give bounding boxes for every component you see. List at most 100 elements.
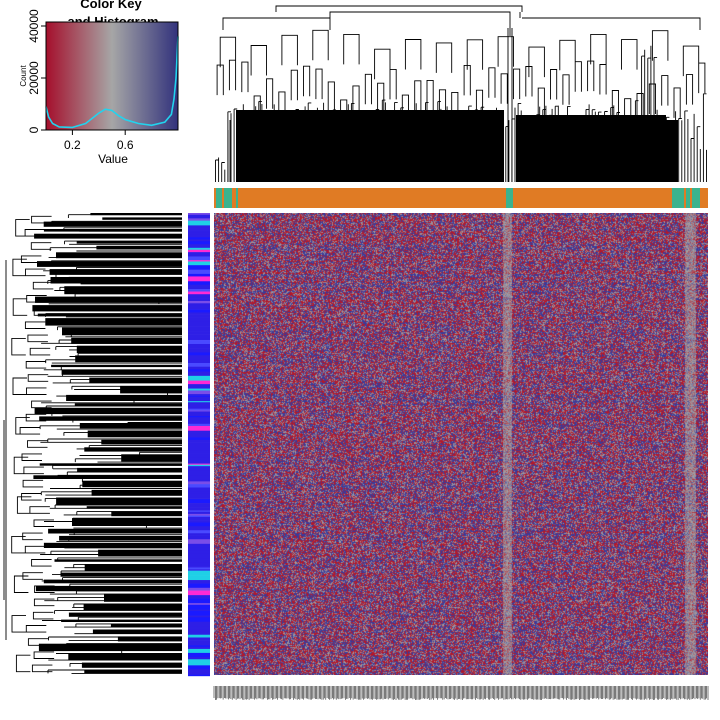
row-annotation-cell [188,430,210,433]
row-dendrogram-dense-block [34,407,182,415]
row-annotation-cell [188,648,210,654]
row-annotation-cell [188,590,210,596]
row-annotation-cell [188,498,210,500]
row-dendrogram-dense-block [61,369,182,375]
row-annotation-cell [188,269,210,275]
row-annotation-cell [188,261,210,266]
row-annotation-cell [188,520,210,523]
row-annotation-cell [188,284,210,290]
row-annotation-cell [188,621,210,627]
row-annotation-cell [188,567,210,570]
row-annotation-cell [188,291,210,295]
y-tick-label: 0 [27,126,41,133]
row-annotation-cell [188,442,210,446]
column-annotation-minority [236,188,238,208]
row-annotation-cell [188,388,210,391]
row-annotation-cell [188,437,210,441]
row-dendrogram-dense-block [49,269,182,275]
row-annotation-cell [188,580,210,584]
row-annotation-cell [188,220,210,226]
row-annotation-cell [188,408,210,411]
color-key-x-axis: 0.2 0.6 [64,130,134,152]
row-annotation-cell [188,550,210,555]
row-annotation-cell [188,457,210,462]
row-dendrogram-dense-block [59,535,182,541]
row-annotation-cell [188,227,210,231]
row-annotation-cell [188,503,210,508]
row-dendrogram-dense-block [43,542,183,548]
row-annotation-cell [188,232,210,236]
row-annotation-cell [188,289,210,292]
row-annotation-cell [188,277,210,282]
row-annotation-cell [188,334,210,339]
row-annotation-cell [188,305,210,310]
row-annotation-cell [188,225,210,228]
row-annotation-cell [188,566,210,568]
row-annotation-cell [188,298,210,302]
row-annotation-cell [188,657,210,660]
row-annotation-cell [188,545,210,549]
color-key-title-line1: Color Key [80,0,142,11]
row-annotation-cell [188,569,210,571]
row-dendrogram-dense-block [39,463,183,466]
row-annotation-cell [188,491,210,494]
row-annotation-cell [188,340,210,345]
row-dendrogram-dense-block [66,394,182,401]
row-annotation-cell [188,303,210,306]
column-dendrogram-dense-block [666,120,678,182]
row-annotation-cell [188,402,210,408]
row-annotation-cell [188,321,210,327]
histogram-line [45,36,179,129]
row-annotation-cell [188,362,210,367]
column-annotation-minority [672,188,684,208]
color-key-gradient [46,22,178,130]
row-dendrogram-dense-block [104,593,182,602]
row-dendrogram-dense-block [54,559,182,562]
row-annotation-cell [188,237,210,240]
color-key-ylabel: Count [19,65,28,87]
row-annotation-cell [188,672,210,676]
row-annotation-cell [188,604,210,610]
row-dendrogram [3,213,183,674]
row-dendrogram-dense-block [120,385,182,394]
y-tick-label: 20000 [27,61,41,95]
row-dendrogram-dense-block [38,643,183,652]
row-annotation-cell [188,570,210,576]
row-annotation-cell [188,610,210,616]
row-annotation-cell [188,583,210,589]
row-dendrogram-dense-block [35,296,182,303]
row-annotation-cell [188,312,210,315]
row-annotation-cell [188,669,210,674]
row-annotation-cell [188,359,210,364]
row-annotation-cell [188,273,210,277]
row-dendrogram-dense-block [34,233,182,239]
row-dendrogram-dense-block [39,416,183,421]
row-annotation-cell [188,300,210,304]
row-annotation-cell [188,234,210,238]
row-annotation-cell [188,314,210,318]
row-annotation-cell [188,348,210,353]
row-annotation-cell [188,380,210,385]
row-annotation-cell [188,265,210,270]
row-annotation-cell [188,617,210,622]
row-annotation-cell [188,407,210,410]
row-annotation-cell [188,558,210,563]
row-annotation-cell [188,562,210,567]
row-annotation-cell [188,484,210,488]
row-dendrogram-dense-block [56,497,182,505]
row-annotation-cell [188,326,210,332]
column-annotation-minority [506,188,513,208]
row-annotation-cell [188,587,210,591]
row-annotation-cell [188,352,210,356]
row-annotation-cell [188,513,210,516]
row-dendrogram-dense-block [74,403,182,406]
column-labels [213,686,709,700]
row-annotation-cell [188,420,210,425]
row-dendrogram-dense-block [43,221,183,227]
row-annotation-cell [188,415,210,418]
row-annotation-cell [188,603,210,606]
row-annotation-cell [188,510,210,513]
row-annotation-cell [188,515,210,518]
row-annotation-cell [188,522,210,527]
